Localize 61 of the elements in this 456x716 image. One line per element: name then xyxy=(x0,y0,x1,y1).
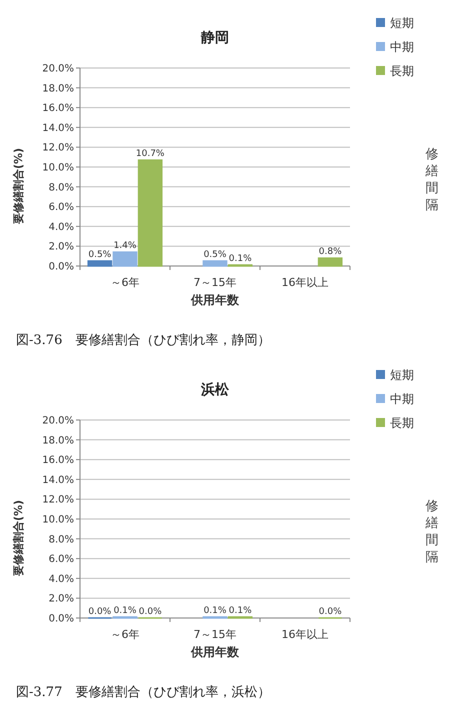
x-tick-label: 16年以上 xyxy=(282,628,328,641)
text: 修繕間隔 xyxy=(424,499,438,565)
y-tick-label: 0.0% xyxy=(48,262,74,272)
y-tick-label: 12.0% xyxy=(42,142,74,154)
y-tick-label: 6.0% xyxy=(48,554,74,566)
data-label: 0.1% xyxy=(114,606,137,616)
bar xyxy=(138,159,163,267)
x-tick-label: 16年以上 xyxy=(282,276,328,289)
data-label: 0.0% xyxy=(138,607,162,617)
y-tick-label: 2.0% xyxy=(48,242,74,253)
y-axis-title: 要修繕割合(%) xyxy=(12,148,25,226)
y-tick-label: 0.0% xyxy=(48,614,74,624)
text: 図-3.76 要修繕割合（ひび割れ率，静岡） xyxy=(16,332,270,348)
y-axis-title: 要修繕割合(%) xyxy=(12,500,25,578)
y-tick-label: 4.0% xyxy=(48,222,74,233)
legend-label: 中期 xyxy=(390,392,414,406)
bar xyxy=(112,251,138,267)
legend-label: 中期 xyxy=(390,40,414,54)
x-tick-label: 7～15年 xyxy=(194,628,236,641)
y-tick-label: 16.0% xyxy=(42,455,74,466)
legend-label: 短期 xyxy=(390,16,414,30)
y-tick-label: 10.0% xyxy=(42,162,74,174)
legend-label: 長期 xyxy=(390,64,414,78)
data-label: 0.1% xyxy=(228,606,252,616)
y-tick-label: 18.0% xyxy=(42,83,74,94)
y-tick-label: 18.0% xyxy=(42,435,74,446)
y-tick-label: 10.0% xyxy=(42,514,74,526)
y-tick-label: 2.0% xyxy=(48,594,74,605)
text: 図-3.77 要修繕割合（ひび割れ率，浜松） xyxy=(16,684,270,700)
data-label: 1.4% xyxy=(114,241,137,252)
y-tick-label: 14.0% xyxy=(42,474,74,486)
data-label: 0.5% xyxy=(88,250,112,260)
x-tick-label: ～6年 xyxy=(110,276,140,289)
y-tick-label: 6.0% xyxy=(48,202,74,214)
x-tick-label: 7～15年 xyxy=(194,276,236,289)
text: 修繕間隔 xyxy=(424,147,438,213)
legend-label: 長期 xyxy=(390,416,414,430)
data-label: 0.1% xyxy=(204,606,227,616)
chart-title: 浜松 xyxy=(200,382,230,398)
y-tick-label: 8.0% xyxy=(48,182,74,194)
x-tick-label: ～6年 xyxy=(110,628,140,641)
x-axis-title: 供用年数 xyxy=(190,645,240,659)
data-label: 0.0% xyxy=(318,607,342,617)
data-label: 0.1% xyxy=(228,254,252,264)
data-label: 0.8% xyxy=(318,247,342,258)
y-tick-label: 20.0% xyxy=(42,64,74,74)
y-tick-label: 4.0% xyxy=(48,574,74,585)
y-tick-label: 8.0% xyxy=(48,534,74,546)
x-axis-title: 供用年数 xyxy=(190,293,240,307)
legend-label: 短期 xyxy=(390,368,414,382)
bar xyxy=(318,257,343,267)
chart-title: 静岡 xyxy=(200,30,229,46)
y-tick-label: 14.0% xyxy=(42,122,74,134)
data-label: 10.7% xyxy=(136,149,165,160)
bar xyxy=(87,260,112,267)
y-tick-label: 12.0% xyxy=(42,494,74,506)
bar xyxy=(202,260,228,267)
y-tick-label: 20.0% xyxy=(42,416,74,426)
data-label: 0.0% xyxy=(88,607,112,617)
data-label: 0.5% xyxy=(204,250,227,260)
y-tick-label: 16.0% xyxy=(42,103,74,114)
